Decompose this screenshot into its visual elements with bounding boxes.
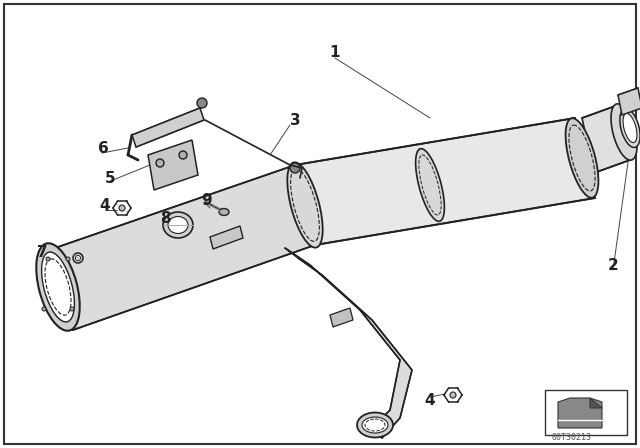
Ellipse shape <box>117 203 127 213</box>
Ellipse shape <box>415 149 444 221</box>
Bar <box>545 390 627 435</box>
Polygon shape <box>330 308 353 327</box>
Ellipse shape <box>42 252 74 322</box>
Polygon shape <box>582 105 630 173</box>
Ellipse shape <box>219 208 229 215</box>
Ellipse shape <box>450 392 456 398</box>
Text: 2: 2 <box>607 258 618 272</box>
Polygon shape <box>618 88 640 115</box>
Polygon shape <box>132 108 204 147</box>
Ellipse shape <box>611 104 637 160</box>
Text: 3: 3 <box>290 112 300 128</box>
Ellipse shape <box>362 417 388 433</box>
Ellipse shape <box>156 159 164 167</box>
Polygon shape <box>295 118 595 245</box>
Text: 1: 1 <box>330 44 340 60</box>
Ellipse shape <box>66 257 70 261</box>
Ellipse shape <box>179 151 187 159</box>
Text: 4: 4 <box>425 392 435 408</box>
Ellipse shape <box>623 113 637 142</box>
Polygon shape <box>558 398 602 428</box>
Ellipse shape <box>197 98 207 108</box>
Polygon shape <box>148 140 198 190</box>
Ellipse shape <box>168 216 188 233</box>
Polygon shape <box>55 165 315 330</box>
Text: 6: 6 <box>98 141 108 155</box>
Ellipse shape <box>357 413 393 438</box>
Text: 9: 9 <box>202 193 212 207</box>
Ellipse shape <box>70 307 74 311</box>
Text: 4: 4 <box>100 198 110 212</box>
Text: 8: 8 <box>160 211 170 225</box>
Polygon shape <box>590 398 602 408</box>
Ellipse shape <box>42 307 46 311</box>
Ellipse shape <box>119 205 125 211</box>
Text: 5: 5 <box>105 171 115 185</box>
Text: 00T30213: 00T30213 <box>552 432 592 441</box>
Text: 7: 7 <box>36 245 47 259</box>
Ellipse shape <box>36 243 80 331</box>
Ellipse shape <box>73 253 83 263</box>
PathPatch shape <box>285 248 412 438</box>
Ellipse shape <box>566 118 598 198</box>
Polygon shape <box>210 226 243 249</box>
Ellipse shape <box>163 212 193 238</box>
Ellipse shape <box>290 163 300 173</box>
Ellipse shape <box>620 108 640 147</box>
Ellipse shape <box>76 255 81 260</box>
Ellipse shape <box>287 162 323 248</box>
Ellipse shape <box>46 257 50 261</box>
